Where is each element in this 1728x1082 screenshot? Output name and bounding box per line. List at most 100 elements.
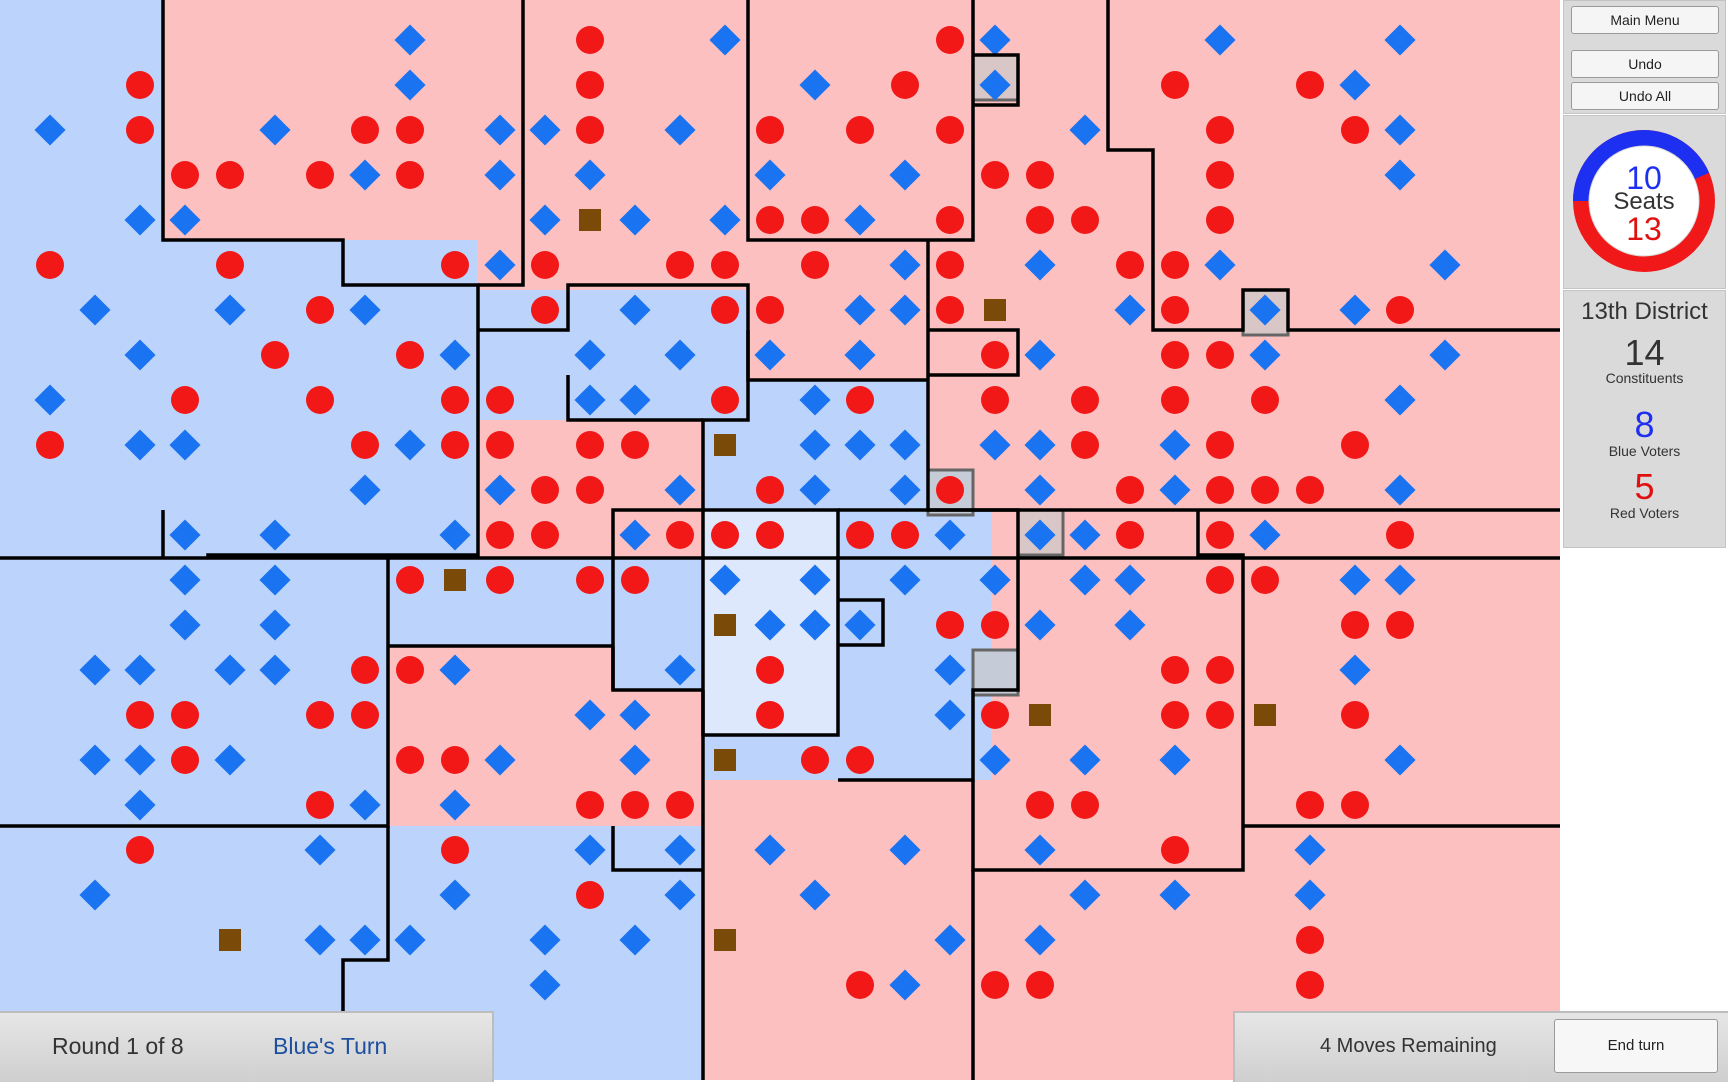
red-voter — [1206, 341, 1234, 369]
red-voter — [486, 386, 514, 414]
red-voter — [1206, 116, 1234, 144]
red-voter — [1206, 161, 1234, 189]
red-voter — [1206, 206, 1234, 234]
red-voter — [666, 251, 694, 279]
red-voter — [306, 296, 334, 324]
constituents-count: 14 — [1563, 332, 1726, 374]
red-voter — [846, 116, 874, 144]
red-voter — [36, 431, 64, 459]
neutral-voter — [714, 434, 736, 456]
moves-remaining: 4 Moves Remaining — [1320, 1035, 1497, 1058]
seats-dial: 10 Seats 13 — [1571, 128, 1717, 274]
red-voter — [576, 116, 604, 144]
red-voter — [846, 521, 874, 549]
red-voter — [981, 161, 1009, 189]
red-voter — [171, 746, 199, 774]
red-voter — [1026, 791, 1054, 819]
red-voter — [1386, 611, 1414, 639]
red-seats-count: 13 — [1571, 213, 1717, 245]
red-voter — [756, 296, 784, 324]
red-voter — [1161, 251, 1189, 279]
red-voter — [1026, 971, 1054, 999]
constituents-label: Constituents — [1563, 370, 1726, 386]
red-voter — [171, 161, 199, 189]
red-voter — [486, 521, 514, 549]
red-voter — [306, 791, 334, 819]
main-menu-button[interactable]: Main Menu — [1571, 6, 1719, 34]
red-voter — [846, 746, 874, 774]
red-voter — [981, 611, 1009, 639]
red-voter — [306, 386, 334, 414]
red-voter — [756, 116, 784, 144]
red-voters-count: 5 — [1563, 466, 1726, 508]
neutral-voter — [714, 614, 736, 636]
red-voter — [936, 116, 964, 144]
red-voter — [1206, 701, 1234, 729]
red-voter — [981, 341, 1009, 369]
red-voter — [981, 386, 1009, 414]
red-voter — [936, 476, 964, 504]
red-voter — [756, 521, 784, 549]
red-voter — [846, 386, 874, 414]
red-voter — [216, 251, 244, 279]
red-voter — [441, 836, 469, 864]
red-voter — [171, 386, 199, 414]
end-turn-button[interactable]: End turn — [1554, 1019, 1718, 1073]
red-voter — [1296, 476, 1324, 504]
undo-button[interactable]: Undo — [1571, 50, 1719, 78]
red-voter — [936, 611, 964, 639]
red-voter — [801, 206, 829, 234]
red-voter — [891, 521, 919, 549]
red-voter — [936, 26, 964, 54]
neutral-voter — [1254, 704, 1276, 726]
undo-all-button[interactable]: Undo All — [1571, 82, 1719, 110]
neutral-voter — [219, 929, 241, 951]
red-voter — [711, 296, 739, 324]
neutral-voter — [579, 209, 601, 231]
red-voter — [666, 791, 694, 819]
neutral-voter — [714, 749, 736, 771]
red-voter — [351, 431, 379, 459]
red-voter — [576, 26, 604, 54]
red-voter — [126, 836, 154, 864]
red-voter — [1206, 476, 1234, 504]
red-voter — [216, 161, 244, 189]
red-voter — [351, 116, 379, 144]
red-voter — [486, 566, 514, 594]
red-voter — [1161, 836, 1189, 864]
red-voter — [171, 701, 199, 729]
red-voter — [1161, 656, 1189, 684]
red-voter — [1296, 926, 1324, 954]
voter-map[interactable] — [0, 0, 1560, 1080]
red-voter — [1341, 791, 1369, 819]
red-voter — [1296, 791, 1324, 819]
round-label: Round 1 of 8 — [52, 1033, 184, 1060]
red-voter — [396, 341, 424, 369]
red-voter — [396, 566, 424, 594]
red-voter — [1386, 296, 1414, 324]
red-voter — [1161, 71, 1189, 99]
red-voter — [36, 251, 64, 279]
red-voter — [1341, 431, 1369, 459]
red-voter — [1161, 296, 1189, 324]
red-voter — [1251, 386, 1279, 414]
red-voter — [306, 161, 334, 189]
red-voter — [801, 251, 829, 279]
red-voter — [756, 701, 784, 729]
red-voter — [1161, 341, 1189, 369]
red-voter — [261, 341, 289, 369]
red-voter — [936, 206, 964, 234]
red-voter — [1341, 611, 1369, 639]
neutral-voter — [444, 569, 466, 591]
red-voter — [621, 791, 649, 819]
round-status-bar: Round 1 of 8 Blue's Turn — [0, 1011, 494, 1082]
red-voter — [1206, 566, 1234, 594]
red-voter — [711, 521, 739, 549]
red-voter — [621, 566, 649, 594]
red-voter — [441, 386, 469, 414]
neutral-voter — [714, 929, 736, 951]
red-voter — [1116, 521, 1144, 549]
red-voter — [1206, 521, 1234, 549]
red-voter — [891, 71, 919, 99]
red-voter — [351, 701, 379, 729]
